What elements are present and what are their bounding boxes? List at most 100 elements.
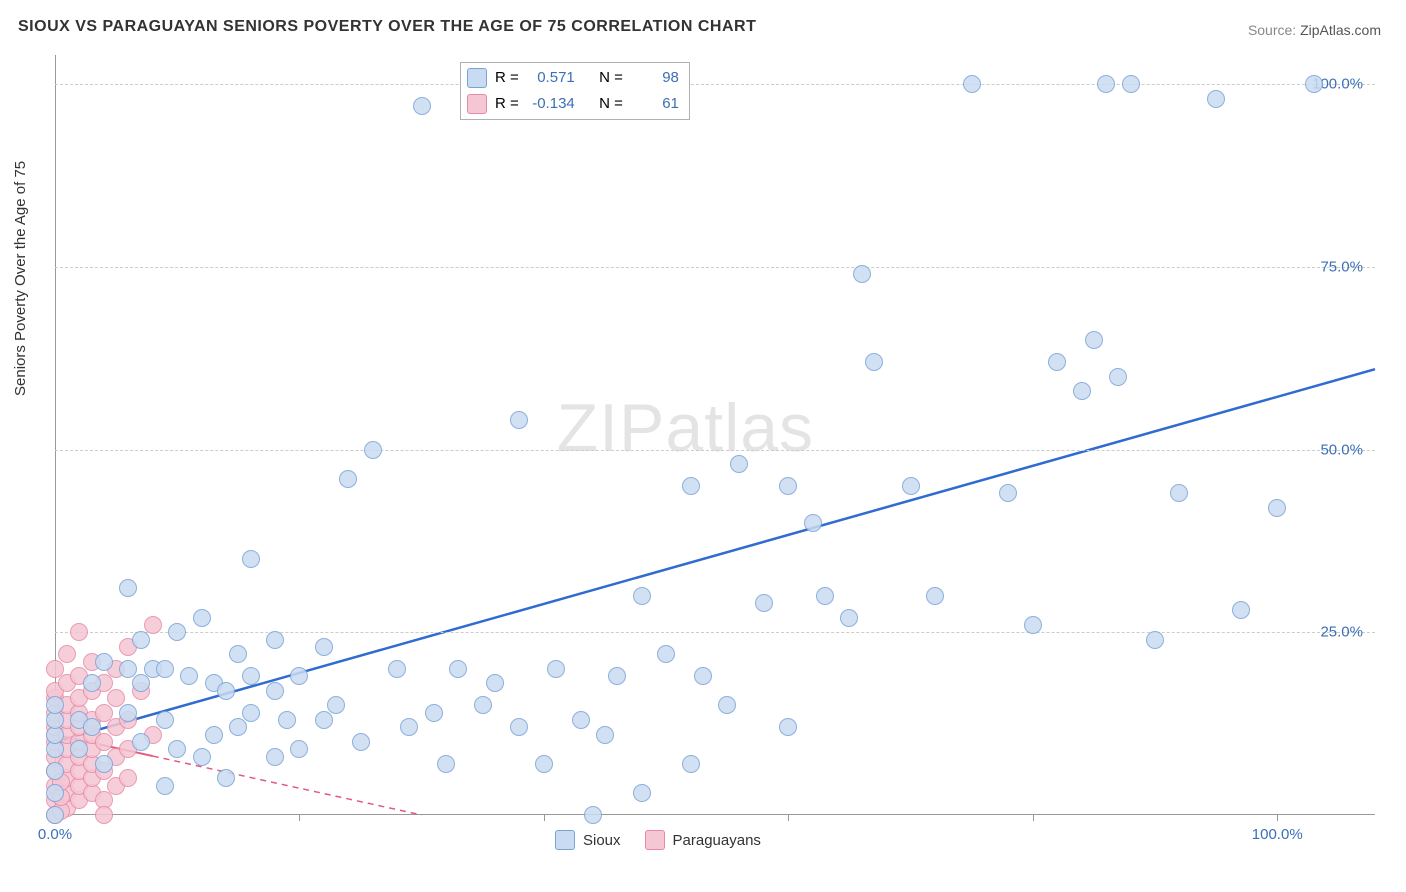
sioux-point (694, 667, 712, 685)
chart-title: SIOUX VS PARAGUAYAN SENIORS POVERTY OVER… (18, 18, 756, 36)
paraguayans-point (95, 806, 113, 824)
paraguayans-point (70, 623, 88, 641)
sioux-point (596, 726, 614, 744)
sioux-point (1207, 90, 1225, 108)
stats-row-sioux: R = 0.571 N = 98 (467, 65, 679, 91)
sioux-point (400, 718, 418, 736)
sioux-point (486, 674, 504, 692)
regression-lines (55, 55, 1375, 815)
sioux-point (266, 748, 284, 766)
x-tick (299, 815, 300, 821)
sioux-point (718, 696, 736, 714)
sioux-point (572, 711, 590, 729)
sioux-point (449, 660, 467, 678)
sioux-point (1170, 484, 1188, 502)
sioux-point (816, 587, 834, 605)
sioux-point (229, 718, 247, 736)
sioux-point (95, 653, 113, 671)
sioux-point (339, 470, 357, 488)
sioux-point (156, 777, 174, 795)
swatch-paraguayans (645, 830, 665, 850)
x-tick (788, 815, 789, 821)
x-tick-label: 100.0% (1252, 826, 1303, 843)
r-label: R = (495, 65, 519, 91)
swatch-sioux (467, 68, 487, 88)
sioux-point (168, 623, 186, 641)
sioux-point (999, 484, 1017, 502)
sioux-point (633, 587, 651, 605)
sioux-point (70, 740, 88, 758)
sioux-point (584, 806, 602, 824)
sioux-point (205, 726, 223, 744)
r-value-paraguayans: -0.134 (527, 91, 575, 117)
sioux-point (315, 711, 333, 729)
sioux-point (132, 674, 150, 692)
sioux-point (290, 740, 308, 758)
sioux-point (266, 682, 284, 700)
gridline-horizontal (55, 450, 1375, 451)
n-label: N = (599, 65, 623, 91)
sioux-point (242, 550, 260, 568)
sioux-point (779, 718, 797, 736)
sioux-point (327, 696, 345, 714)
sioux-point (119, 579, 137, 597)
source-attribution: Source: ZipAtlas.com (1248, 22, 1381, 38)
sioux-point (364, 441, 382, 459)
sioux-point (193, 609, 211, 627)
watermark: ZIPatlas (557, 389, 814, 467)
r-label: R = (495, 91, 519, 117)
sioux-point (1097, 75, 1115, 93)
sioux-point (46, 784, 64, 802)
sioux-point (902, 477, 920, 495)
sioux-point (168, 740, 186, 758)
paraguayans-point (119, 769, 137, 787)
n-value-sioux: 98 (631, 65, 679, 91)
sioux-point (1048, 353, 1066, 371)
swatch-sioux (555, 830, 575, 850)
y-axis-label: Seniors Poverty Over the Age of 75 (12, 161, 29, 396)
n-label: N = (599, 91, 623, 117)
sioux-point (315, 638, 333, 656)
sioux-point (46, 696, 64, 714)
sioux-point (633, 784, 651, 802)
sioux-point (1109, 368, 1127, 386)
r-value-sioux: 0.571 (527, 65, 575, 91)
y-tick-label: 75.0% (1320, 258, 1363, 275)
sioux-point (83, 718, 101, 736)
stats-row-paraguayans: R = -0.134 N = 61 (467, 91, 679, 117)
sioux-point (963, 75, 981, 93)
legend-item-sioux: Sioux (555, 830, 621, 850)
sioux-point (535, 755, 553, 773)
sioux-point (755, 594, 773, 612)
sioux-point (193, 748, 211, 766)
sioux-point (1305, 75, 1323, 93)
sioux-point (1268, 499, 1286, 517)
sioux-point (46, 806, 64, 824)
sioux-point (156, 660, 174, 678)
x-tick-label: 0.0% (38, 826, 72, 843)
sioux-point (1122, 75, 1140, 93)
sioux-point (352, 733, 370, 751)
legend-item-paraguayans: Paraguayans (645, 830, 761, 850)
x-tick (1277, 815, 1278, 821)
x-axis-line (55, 814, 1375, 815)
sioux-point (229, 645, 247, 663)
sioux-point (83, 674, 101, 692)
stats-legend-box: R = 0.571 N = 98 R = -0.134 N = 61 (460, 62, 690, 120)
sioux-point (156, 711, 174, 729)
x-tick (544, 815, 545, 821)
sioux-point (1073, 382, 1091, 400)
regression-line (153, 756, 422, 815)
sioux-point (926, 587, 944, 605)
sioux-point (266, 631, 284, 649)
sioux-point (1232, 601, 1250, 619)
sioux-point (779, 477, 797, 495)
sioux-point (217, 769, 235, 787)
swatch-paraguayans (467, 94, 487, 114)
sioux-point (1146, 631, 1164, 649)
sioux-point (1085, 331, 1103, 349)
sioux-point (242, 704, 260, 722)
sioux-point (388, 660, 406, 678)
y-tick-label: 25.0% (1320, 624, 1363, 641)
sioux-point (242, 667, 260, 685)
